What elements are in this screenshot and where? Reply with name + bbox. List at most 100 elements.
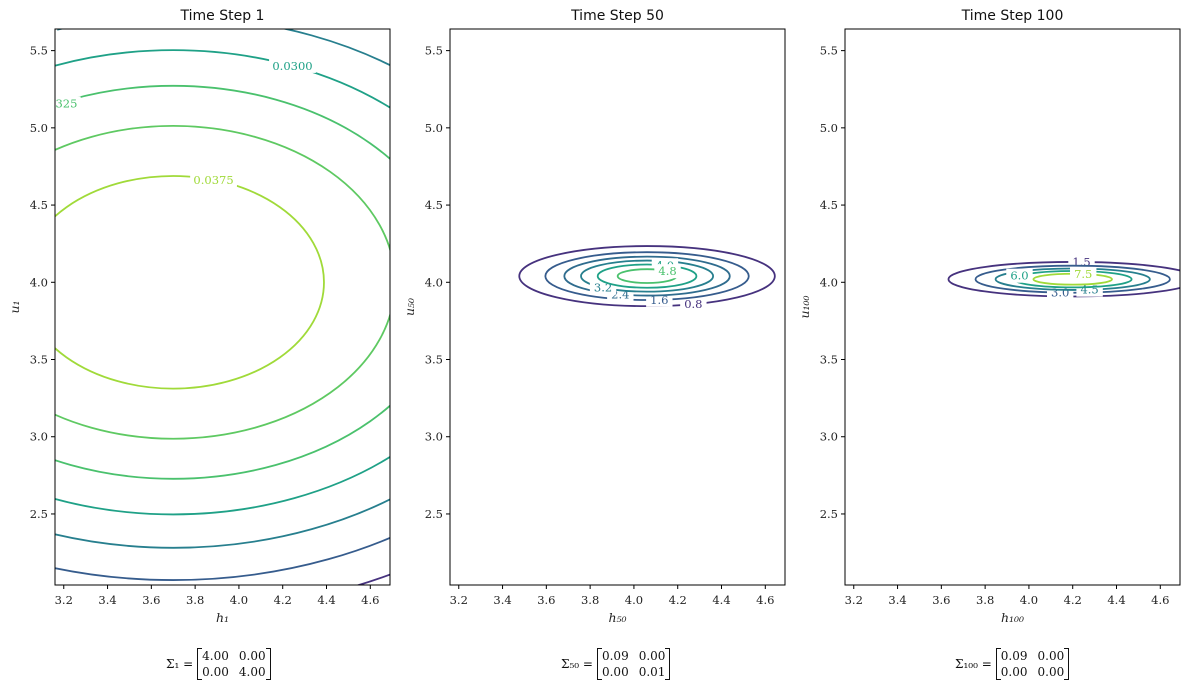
axes-frame: [844, 28, 1181, 586]
x-tick-label: 4.4: [1107, 593, 1125, 607]
sigma-matrix-panel-3: Σ₁₀₀ = 0.09 0.00 0.00 0.00: [955, 648, 1070, 680]
sigma-label: Σ₅₀ =: [561, 657, 593, 671]
y-tick-label: 5.0: [820, 121, 838, 135]
contour-lines: 0.81.62.43.24.04.8: [518, 245, 776, 312]
contour-level: [580, 259, 715, 293]
chart-title: Time Step 100: [961, 8, 1064, 24]
contour-label-bg: [55, 96, 81, 111]
contour-label: 6.0: [1010, 269, 1028, 283]
x-tick-label: 3.6: [537, 593, 555, 607]
matrix-cell: 0.00: [1037, 665, 1065, 679]
x-tick-label: 4.0: [1020, 593, 1038, 607]
y-tick-label: 4.5: [425, 198, 443, 212]
y-tick-label: 3.0: [30, 430, 48, 444]
y-tick-label: 5.0: [30, 121, 48, 135]
y-tick-label: 4.5: [30, 198, 48, 212]
x-tick-label: 3.2: [450, 593, 468, 607]
contour-label-bg: [1070, 266, 1097, 281]
contour-label: 3.2: [594, 281, 612, 295]
contour-label: 4.8: [658, 264, 676, 278]
x-axis-label: h₁₀₀: [1001, 610, 1024, 625]
y-tick-label: 5.5: [30, 44, 48, 58]
contour-label: 0.0350: [0, 170, 30, 184]
y-tick-label: 5.5: [820, 44, 838, 58]
matrix-cell: 0.09: [1000, 649, 1028, 663]
contour-level: [563, 255, 731, 297]
contour-level: [55, 125, 390, 440]
x-tick-label: 3.6: [142, 593, 160, 607]
x-axis-label: h₅₀: [608, 610, 626, 625]
x-tick-label: 4.2: [669, 593, 687, 607]
contour-label: 0.0375: [193, 173, 233, 187]
contour-panel-2: Time Step 500.81.62.43.24.04.83.23.43.63…: [402, 8, 786, 625]
matrix-bracket: 0.09 0.00 0.00 0.01: [596, 648, 671, 680]
y-tick-label: 4.0: [425, 275, 443, 289]
x-tick-label: 3.4: [98, 593, 116, 607]
contour-label: 0.8: [684, 297, 702, 311]
sigma-matrix-panel-1: Σ₁ = 4.00 0.00 0.00 4.00: [166, 648, 271, 680]
x-tick-label: 4.2: [274, 593, 292, 607]
contour-label-bg: [0, 170, 33, 184]
contour-label-bg: [654, 264, 681, 279]
contour-label: 0.0325: [37, 97, 77, 111]
x-axis-label: h₁: [216, 610, 229, 625]
x-tick-label: 3.6: [932, 593, 950, 607]
x-tick-label: 4.0: [230, 593, 248, 607]
y-axis-label: u₁: [7, 300, 22, 313]
y-axis-label: u₁₀₀: [797, 295, 812, 318]
contour-label: 0.0275: [14, 29, 54, 43]
contour-level: [55, 49, 390, 516]
matrix-cell: 0.00: [1037, 649, 1065, 663]
y-tick-label: 4.5: [820, 198, 838, 212]
y-tick-label: 3.0: [820, 430, 838, 444]
x-tick-label: 4.6: [1151, 593, 1169, 607]
x-tick-label: 4.4: [317, 593, 335, 607]
matrix-cell: 0.01: [638, 665, 666, 679]
axes-frame: [449, 28, 786, 586]
contour-level: [55, 175, 325, 390]
contour-level: [55, 84, 390, 480]
contour-label-bg: [1006, 268, 1033, 283]
chart-title: Time Step 1: [180, 8, 265, 24]
x-tick-label: 4.6: [756, 593, 774, 607]
x-tick-label: 3.8: [581, 593, 599, 607]
y-tick-label: 2.5: [425, 507, 443, 521]
x-tick-label: 3.8: [186, 593, 204, 607]
x-tick-label: 4.0: [625, 593, 643, 607]
contour-label: 0.0300: [272, 59, 312, 73]
x-tick-label: 3.8: [976, 593, 994, 607]
contour-level: [55, 536, 390, 581]
contour-label-bg: [190, 172, 237, 187]
y-tick-label: 3.5: [425, 353, 443, 367]
contour-level: [55, 29, 390, 549]
matrix-cell: 0.00: [601, 665, 629, 679]
y-tick-label: 2.5: [820, 507, 838, 521]
contour-label: 7.5: [1074, 267, 1092, 281]
sigma-matrix-panel-2: Σ₅₀ = 0.09 0.00 0.00 0.01: [561, 648, 671, 680]
matrix-cell: 4.00: [202, 649, 229, 663]
y-axis-label: u₅₀: [402, 298, 417, 316]
matrix-bracket: 0.09 0.00 0.00 0.00: [995, 648, 1070, 680]
contour-label-bg: [269, 58, 316, 73]
x-tick-label: 3.4: [493, 593, 511, 607]
y-tick-label: 4.0: [820, 275, 838, 289]
contour-panel-1: Time Step 10.02500.02750.03000.03250.035…: [0, 8, 391, 625]
x-tick-label: 3.4: [888, 593, 906, 607]
contour-label-bg: [55, 29, 58, 43]
sigma-label: Σ₁ =: [166, 657, 194, 671]
matrix-cell: 0.00: [638, 649, 666, 663]
contour-label-bg: [680, 297, 707, 312]
y-tick-label: 5.5: [425, 44, 443, 58]
y-tick-label: 4.0: [30, 275, 48, 289]
matrix-cell: 0.00: [202, 665, 229, 679]
contour-lines: 1.53.0 4.56.0 7.5: [947, 254, 1180, 300]
axes-frame: [54, 28, 391, 586]
y-tick-label: 3.5: [30, 353, 48, 367]
matrix-bracket: 4.00 0.00 0.00 4.00: [197, 648, 271, 680]
y-tick-label: 5.0: [425, 121, 443, 135]
x-tick-label: 4.6: [361, 593, 379, 607]
sigma-label: Σ₁₀₀ =: [955, 657, 992, 671]
